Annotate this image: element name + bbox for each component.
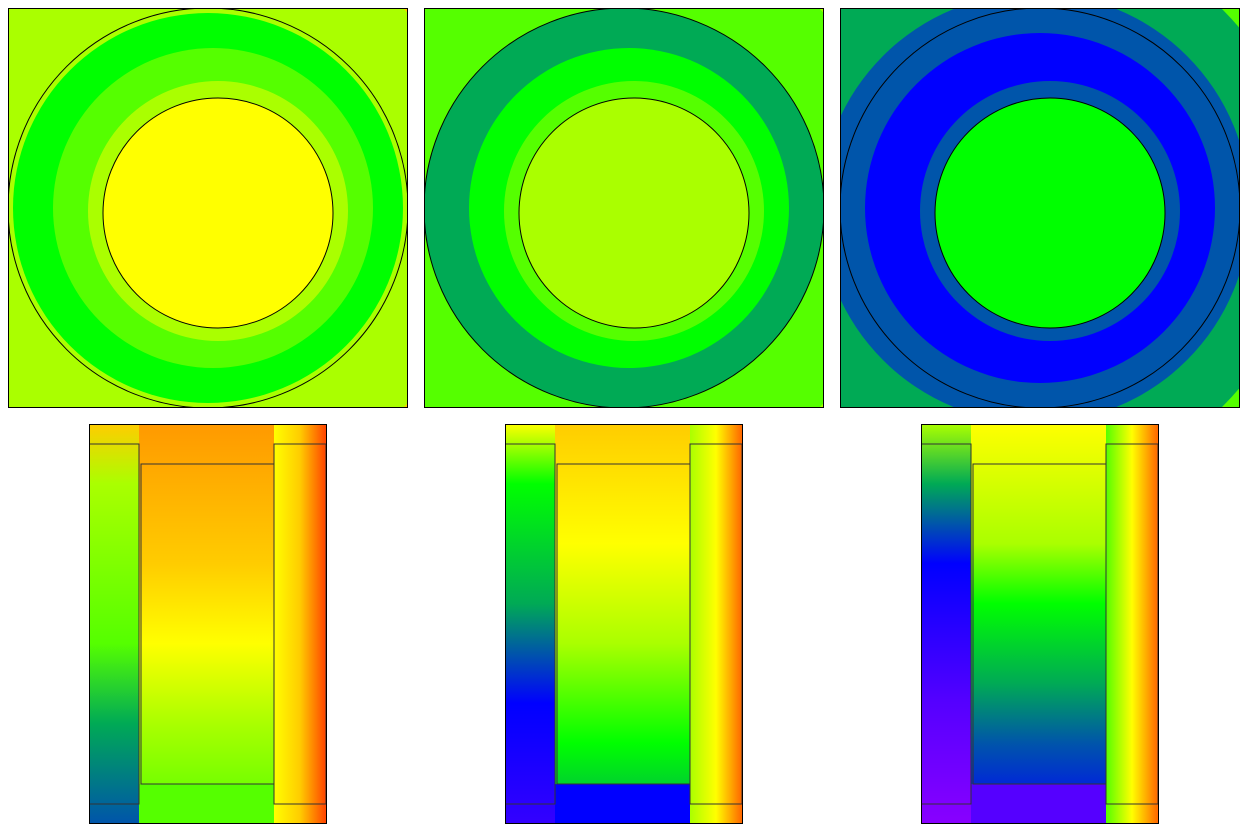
strip-outline — [273, 443, 326, 805]
panel — [89, 424, 326, 823]
left-strip — [89, 424, 139, 823]
strip-outline — [89, 443, 140, 805]
frame — [505, 424, 743, 824]
frame — [840, 8, 1240, 408]
frame — [89, 424, 327, 824]
panel — [840, 8, 1239, 407]
inner-region — [518, 97, 750, 329]
left-strip — [921, 424, 971, 823]
bottom-strip — [139, 784, 274, 823]
right-strip — [1106, 424, 1158, 823]
panel — [921, 424, 1158, 823]
frame — [424, 8, 824, 408]
right-strip — [690, 424, 742, 823]
strip-outline — [689, 443, 742, 805]
left-strip — [505, 424, 555, 823]
bottom-strip — [971, 784, 1106, 823]
inner-region — [102, 97, 334, 329]
panel — [8, 8, 407, 407]
strip-outline — [921, 443, 972, 805]
frame — [921, 424, 1159, 824]
strip-outline — [505, 443, 556, 805]
inner-region — [934, 97, 1166, 329]
bottom-strip — [555, 784, 690, 823]
panel — [505, 424, 742, 823]
strip-outline — [1105, 443, 1158, 805]
panel — [424, 8, 823, 407]
frame — [8, 8, 408, 408]
right-strip — [274, 424, 326, 823]
